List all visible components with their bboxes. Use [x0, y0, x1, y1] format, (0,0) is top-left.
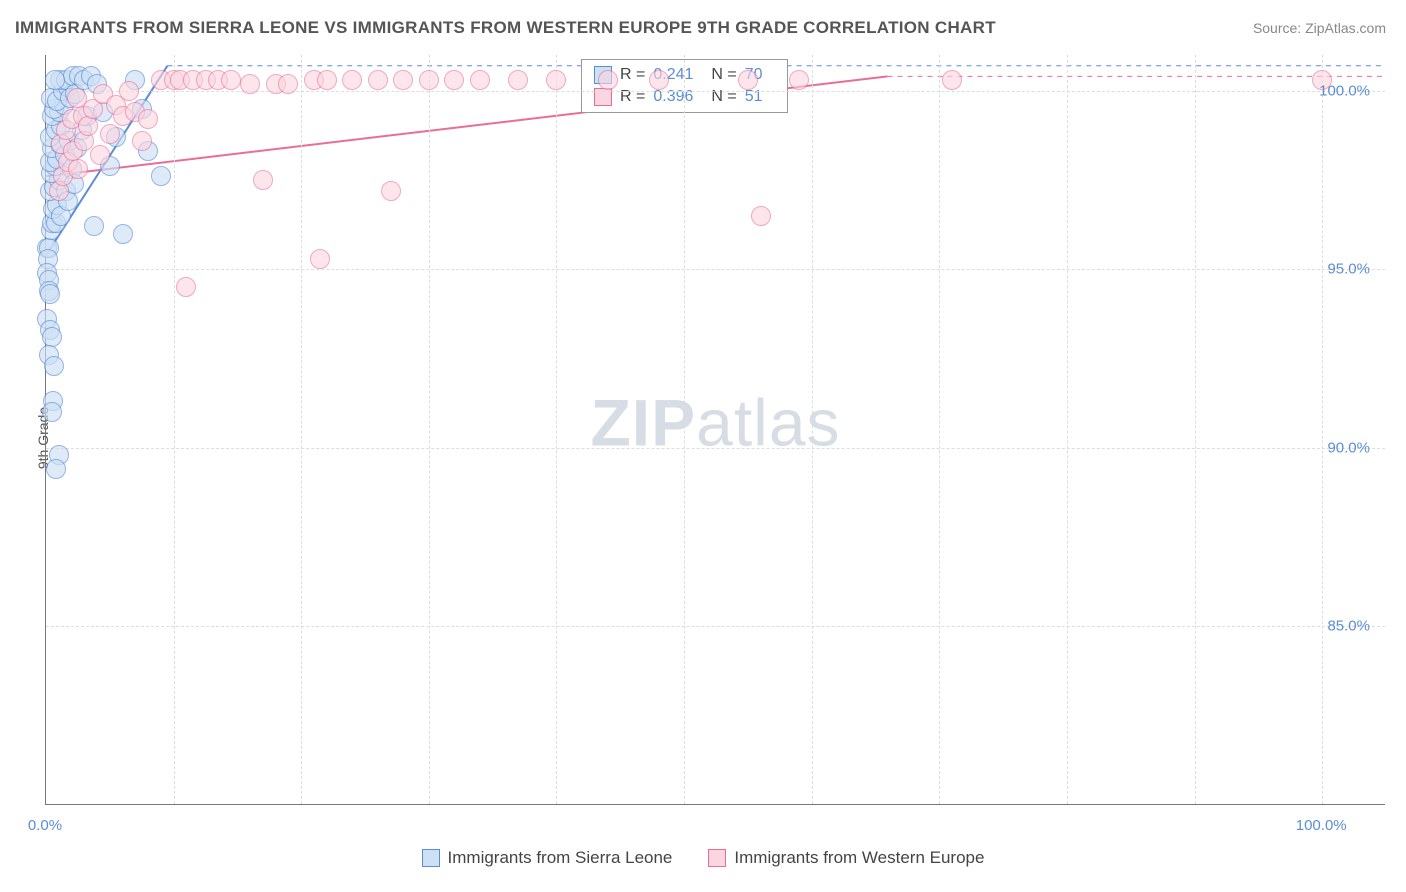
data-point — [68, 159, 88, 179]
data-point — [100, 124, 120, 144]
data-point — [151, 166, 171, 186]
data-point — [368, 70, 388, 90]
y-tick-label: 90.0% — [1327, 439, 1370, 456]
data-point — [46, 459, 66, 479]
data-point — [751, 206, 771, 226]
data-point — [113, 224, 133, 244]
gridline-vertical — [301, 55, 302, 804]
data-point — [317, 70, 337, 90]
data-point — [381, 181, 401, 201]
legend-swatch — [708, 849, 726, 867]
data-point — [42, 402, 62, 422]
series-name: Immigrants from Western Europe — [734, 848, 984, 868]
data-point — [138, 109, 158, 129]
data-point — [546, 70, 566, 90]
x-tick-label: 0.0% — [28, 817, 62, 834]
gridline-vertical — [812, 55, 813, 804]
gridline-vertical — [1067, 55, 1068, 804]
trend-lines-layer — [46, 55, 1385, 804]
chart-title: IMMIGRANTS FROM SIERRA LEONE VS IMMIGRAN… — [15, 18, 996, 38]
data-point — [444, 70, 464, 90]
legend-swatch — [422, 849, 440, 867]
series-name: Immigrants from Sierra Leone — [448, 848, 673, 868]
gridline-horizontal — [46, 269, 1385, 270]
data-point — [508, 70, 528, 90]
data-point — [738, 70, 758, 90]
series-legend: Immigrants from Sierra Leone Immigrants f… — [0, 848, 1406, 872]
data-point — [78, 116, 98, 136]
data-point — [419, 70, 439, 90]
gridline-horizontal — [46, 626, 1385, 627]
gridline-vertical — [1195, 55, 1196, 804]
gridline-vertical — [556, 55, 557, 804]
plot-area: ZIPatlas R =0.241N =70R =0.396N =51 — [45, 55, 1385, 805]
gridline-vertical — [174, 55, 175, 804]
data-point — [44, 356, 64, 376]
data-point — [176, 277, 196, 297]
legend-item: Immigrants from Western Europe — [708, 848, 984, 868]
data-point — [470, 70, 490, 90]
gridline-vertical — [429, 55, 430, 804]
gridline-vertical — [1322, 55, 1323, 804]
data-point — [84, 216, 104, 236]
data-point — [393, 70, 413, 90]
data-point — [132, 131, 152, 151]
source-attribution: Source: ZipAtlas.com — [1253, 20, 1386, 36]
data-point — [253, 170, 273, 190]
data-point — [42, 327, 62, 347]
y-tick-label: 100.0% — [1319, 82, 1370, 99]
y-tick-label: 95.0% — [1327, 261, 1370, 278]
n-label: N = — [711, 66, 736, 84]
data-point — [942, 70, 962, 90]
r-label: R = — [620, 66, 645, 84]
gridline-vertical — [684, 55, 685, 804]
data-point — [278, 74, 298, 94]
legend-item: Immigrants from Sierra Leone — [422, 848, 673, 868]
data-point — [342, 70, 362, 90]
data-point — [40, 284, 60, 304]
source-label: Source: — [1253, 20, 1305, 36]
data-point — [45, 70, 65, 90]
data-point — [240, 74, 260, 94]
data-point — [90, 145, 110, 165]
data-point — [119, 81, 139, 101]
gridline-vertical — [939, 55, 940, 804]
data-point — [310, 249, 330, 269]
source-link[interactable]: ZipAtlas.com — [1305, 20, 1386, 36]
gridline-horizontal — [46, 448, 1385, 449]
data-point — [221, 70, 241, 90]
x-tick-label: 100.0% — [1296, 817, 1347, 834]
data-point — [649, 70, 669, 90]
data-point — [789, 70, 809, 90]
data-point — [598, 70, 618, 90]
y-tick-label: 85.0% — [1327, 618, 1370, 635]
chart-container: IMMIGRANTS FROM SIERRA LEONE VS IMMIGRAN… — [0, 0, 1406, 892]
